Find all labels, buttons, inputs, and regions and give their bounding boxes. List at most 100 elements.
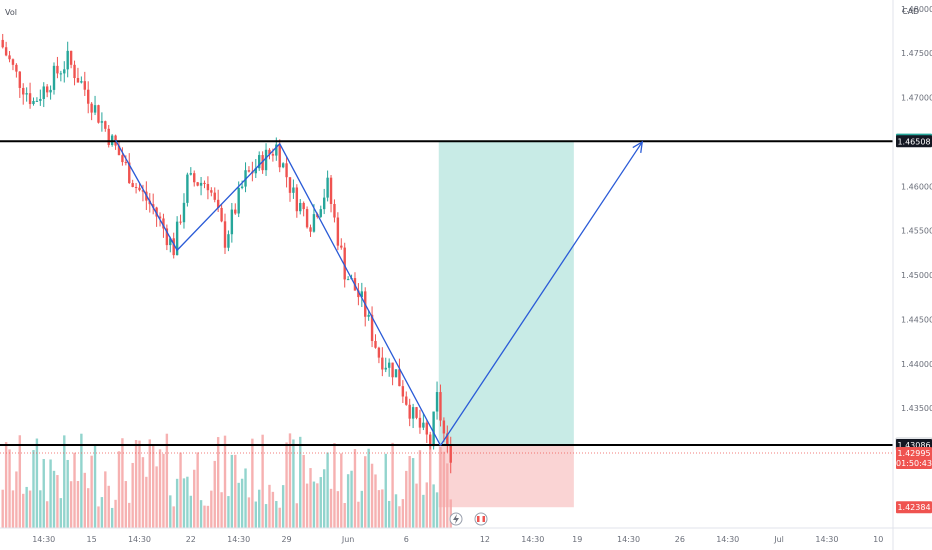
candle-body bbox=[340, 245, 343, 248]
time-tick-label: 19 bbox=[572, 535, 582, 544]
volume-bar bbox=[32, 450, 35, 528]
candle-body bbox=[138, 187, 141, 191]
volume-bar bbox=[114, 499, 117, 528]
candle-body bbox=[254, 168, 257, 174]
price-tick-label: 1.48000 bbox=[901, 5, 932, 14]
candle-body bbox=[261, 155, 264, 171]
volume-bar bbox=[134, 440, 138, 528]
countdown-label: 01:50:43 bbox=[896, 459, 932, 468]
volume-bar bbox=[49, 459, 52, 528]
zigzag-pattern-line[interactable] bbox=[115, 139, 442, 446]
volume-bar bbox=[100, 497, 104, 528]
volume-bar bbox=[425, 482, 428, 528]
volume-bar bbox=[165, 433, 169, 528]
volume-bar bbox=[357, 501, 360, 528]
time-tick-label: 6 bbox=[404, 535, 409, 544]
volume-bar bbox=[322, 469, 326, 528]
volume-bar bbox=[179, 452, 182, 528]
candle-body bbox=[394, 369, 398, 378]
volume-bar bbox=[251, 438, 254, 528]
volume-bar bbox=[73, 452, 76, 528]
candle-body bbox=[45, 86, 49, 93]
candle-body bbox=[408, 404, 411, 419]
volume-bar bbox=[374, 474, 377, 528]
volume-bar bbox=[11, 490, 15, 528]
volume-bar bbox=[216, 437, 220, 528]
projection-arrow-line[interactable] bbox=[439, 141, 643, 446]
candle-body bbox=[329, 177, 333, 204]
time-axis[interactable]: 14:30 15 14:30 22 14:30 29 Jun 6 12 14:30 19 14:30 2… bbox=[0, 527, 932, 544]
volume-bar bbox=[343, 502, 346, 528]
volume-label: Vol bbox=[5, 8, 17, 17]
volume-bar bbox=[213, 460, 216, 528]
volume-bar bbox=[90, 455, 93, 528]
candle-body bbox=[374, 340, 377, 348]
price-tag-background bbox=[896, 501, 932, 514]
candles bbox=[1, 33, 452, 474]
candle-body bbox=[203, 182, 206, 185]
candle-body bbox=[449, 445, 452, 463]
volume-bar bbox=[87, 488, 90, 528]
candle-body bbox=[28, 93, 32, 105]
price-tag-label: 1.42384 bbox=[897, 503, 930, 512]
time-tick-label: 29 bbox=[281, 535, 291, 544]
candle-body bbox=[42, 86, 45, 99]
candle-body bbox=[405, 396, 408, 405]
volume-bar bbox=[227, 496, 230, 528]
volume-bar bbox=[237, 482, 240, 528]
currency-label: CAD bbox=[902, 7, 919, 16]
candle-body bbox=[418, 417, 422, 428]
candle-body bbox=[158, 216, 162, 219]
volume-bar bbox=[25, 486, 28, 528]
loss-zone[interactable] bbox=[438, 444, 574, 508]
volume-bar bbox=[93, 445, 97, 528]
candle-body bbox=[278, 144, 281, 168]
price-tick-label: 1.45500 bbox=[901, 227, 932, 236]
price-tag-label: 1.46508 bbox=[897, 137, 930, 146]
candle-body bbox=[446, 433, 449, 446]
volume-bar bbox=[18, 435, 22, 528]
volume-bar bbox=[52, 470, 56, 528]
time-tick-label: 14:30 bbox=[227, 535, 250, 544]
candle-body bbox=[343, 247, 346, 280]
horizontal-levels[interactable] bbox=[0, 140, 893, 454]
candle-body bbox=[141, 190, 145, 192]
candle-body bbox=[432, 411, 435, 447]
volume-bar bbox=[312, 481, 316, 528]
candle-body bbox=[305, 209, 309, 228]
candle-body bbox=[367, 314, 370, 317]
volume-bar bbox=[138, 440, 141, 528]
trend-drawings[interactable] bbox=[115, 139, 644, 446]
volume-bar bbox=[175, 478, 179, 528]
volume-bar bbox=[439, 446, 442, 528]
volume-bar bbox=[435, 492, 439, 528]
profit-zone[interactable] bbox=[438, 141, 574, 445]
candle-body bbox=[439, 392, 442, 421]
volume-bar bbox=[121, 438, 124, 528]
candle-body bbox=[336, 217, 340, 246]
candle-body bbox=[377, 347, 381, 358]
volume-bar bbox=[66, 459, 69, 528]
volume-bar bbox=[302, 454, 305, 528]
volume-bar bbox=[258, 489, 261, 528]
candle-body bbox=[151, 204, 155, 208]
position-zones[interactable] bbox=[438, 141, 574, 508]
volume-bar bbox=[292, 439, 295, 528]
price-tick-label: 1.45000 bbox=[901, 271, 932, 280]
volume-bar bbox=[76, 481, 80, 528]
time-tick-label: 14:30 bbox=[32, 535, 55, 544]
time-tick-label: 22 bbox=[186, 535, 196, 544]
volume-bar bbox=[196, 452, 199, 528]
volume-bar bbox=[234, 454, 237, 528]
volume-bar bbox=[22, 493, 25, 528]
candle-body bbox=[169, 238, 172, 246]
volume-bar bbox=[59, 498, 63, 528]
price-tick-label: 1.47500 bbox=[901, 49, 932, 58]
time-tick-label: 15 bbox=[87, 535, 97, 544]
candle-body bbox=[56, 65, 59, 74]
volume-bar bbox=[186, 476, 189, 528]
candle-body bbox=[288, 177, 292, 193]
volume-bar bbox=[35, 438, 39, 528]
volume-bar bbox=[128, 502, 131, 528]
